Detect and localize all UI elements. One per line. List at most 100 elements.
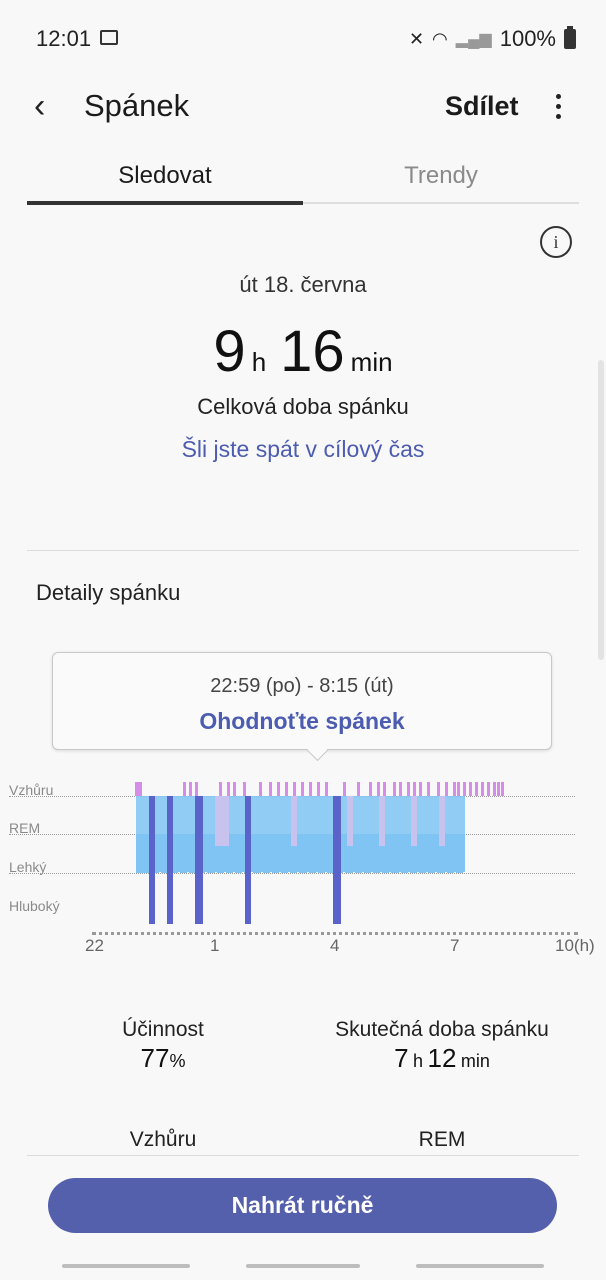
light-gap [371,872,373,873]
awake-mark [369,782,372,796]
actual-minutes: 12 [427,1043,457,1073]
scrollbar[interactable] [598,360,604,660]
sleep-stage-chart: Vzhůru REM Lehký Hluboký 22 1 4 7 10(h) [0,770,606,970]
nav-bar-right [416,1264,544,1268]
awake-mark [243,782,246,796]
light-gap [260,872,263,873]
awake-mark [469,782,472,796]
awake-mark [413,782,416,796]
deep-sleep-segment [245,796,251,924]
goal-time-link[interactable]: Šli jste spát v cílový čas [181,436,425,462]
x-tick-label: 1 [210,936,220,955]
light-gap [389,872,392,873]
tab-track[interactable]: Sledovat [118,162,212,189]
awake-mark [445,782,448,796]
minutes-unit: min [350,347,393,377]
awake-mark [277,782,280,796]
image-icon [100,30,118,45]
sleep-time-range: 22:59 (po) - 8:15 (út) [210,675,394,697]
status-time: 12:01 [36,26,92,51]
status-bar: 12:01 ✕ ◠ ▂▄▆ 100% [0,0,606,78]
awake-mark [493,782,496,796]
deep-sleep-segment [167,796,173,924]
awake-mark [195,782,198,796]
light-gap [398,872,401,873]
x-tick-label: 10(h) [555,936,595,955]
light-gap [159,872,162,873]
efficiency-value: 77% [63,1043,263,1074]
back-icon[interactable]: ‹ [34,87,46,125]
awake-mark [269,782,272,796]
sleep-range-tooltip: 22:59 (po) - 8:15 (út) Ohodnoťte spánek [52,652,552,750]
rem-segment [291,796,297,846]
deep-sleep-segment [149,796,155,924]
light-gap [453,872,456,873]
actual-sleep-label: Skutečná doba spánku [335,1018,549,1041]
light-gap [251,872,254,873]
light-gap [177,872,180,873]
x-tick-label: 22 [85,936,104,955]
rem-segment [347,796,353,846]
awake-mark [227,782,230,796]
awake-mark [189,782,192,796]
hours-value: 9 [213,319,246,384]
awake-mark [419,782,422,796]
efficiency-label: Účinnost [122,1018,204,1041]
total-sleep-caption: Celková doba spánku [197,394,409,419]
record-manually-button[interactable]: Nahrát ručně [48,1178,557,1233]
x-tick-label: 4 [330,936,340,955]
rate-sleep-link[interactable]: Ohodnoťte spánek [199,708,405,734]
tab-indicator [27,201,303,205]
awake-mark [383,782,386,796]
battery-icon [564,26,576,49]
x-axis [92,932,578,935]
nav-bar-home [246,1264,360,1268]
more-vert-icon[interactable] [546,88,570,124]
efficiency-number: 77 [140,1043,170,1073]
stage-light-label: Lehký [9,859,47,875]
light-gap [306,872,309,873]
wifi-icon: ◠ [432,28,448,49]
rem-segment [411,796,417,846]
awake-mark [407,782,410,796]
awake-mark [357,782,360,796]
light-gap [417,872,419,873]
info-icon[interactable]: i [540,226,572,258]
awake-mark [301,782,304,796]
awake-mark [497,782,500,796]
awake-mark [183,782,186,796]
awake-mark [259,782,262,796]
deep-sleep-segment [333,796,341,924]
light-sleep-band-upper [136,796,465,834]
total-sleep-duration: 9 h 16 min [0,318,606,385]
share-button[interactable]: Sdílet [445,91,519,121]
awake-mark [393,782,396,796]
awake-mark [317,782,320,796]
awake-mark [487,782,490,796]
awake-label: Vzhůru [129,1128,197,1151]
awake-mark [135,782,138,796]
awake-mark [219,782,222,796]
awake-mark [427,782,430,796]
section-divider [27,550,579,551]
light-gap [279,872,281,873]
light-gap [223,872,226,873]
rem-segment [439,796,445,846]
light-gap [361,872,364,873]
hours-unit: h [251,347,267,377]
light-gap [444,872,447,873]
light-gap [325,872,327,873]
status-right: ✕ ◠ ▂▄▆ 100% [409,26,576,52]
awake-mark [285,782,288,796]
tab-divider [27,202,579,204]
light-gap [463,872,465,873]
nav-bar-left [62,1264,190,1268]
tab-trends[interactable]: Trendy [404,162,478,189]
awake-mark [481,782,484,796]
light-gap [187,872,189,873]
signal-icon: ▂▄▆ [455,31,492,48]
light-gap [214,872,217,873]
light-gap [407,872,410,873]
stage-light-gridline [9,873,575,874]
light-gap [426,872,429,873]
